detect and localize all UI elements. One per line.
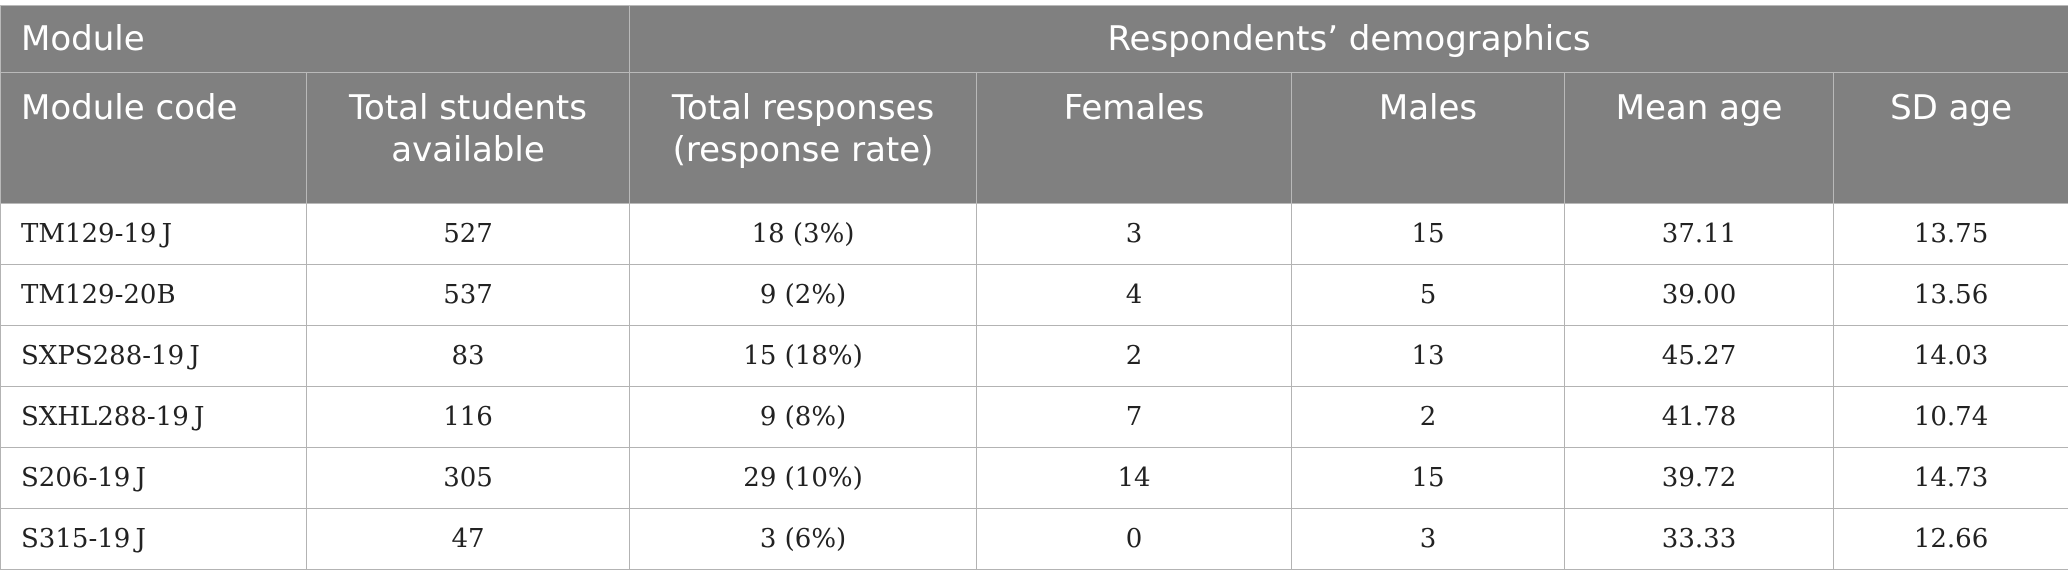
- cell-module-code: S315-19 J: [0, 508, 307, 570]
- cell-females: 14: [976, 447, 1293, 509]
- demographics-table-container: Module Respondents’ demographics Module …: [0, 5, 2068, 570]
- header-module-group: Module: [0, 5, 631, 73]
- cell-total-responses: 9 (2%): [629, 264, 978, 326]
- col-header-males: Males: [1291, 72, 1566, 204]
- col-header-total-students: Total students available: [305, 72, 631, 204]
- demographics-table: Module Respondents’ demographics Module …: [0, 5, 2068, 570]
- cell-total-students: 305: [305, 447, 631, 509]
- table-row: SXHL288-19 J 116 9 (8%) 7 2 41.78 10.74: [0, 386, 2068, 448]
- cell-mean-age: 39.72: [1564, 447, 1835, 509]
- cell-total-students: 83: [305, 325, 631, 387]
- col-header-mean-age: Mean age: [1564, 72, 1835, 204]
- cell-mean-age: 39.00: [1564, 264, 1835, 326]
- cell-module-code: S206-19 J: [0, 447, 307, 509]
- cell-total-responses: 3 (6%): [629, 508, 978, 570]
- table-row: TM129-19 J 527 18 (3%) 3 15 37.11 13.75: [0, 203, 2068, 265]
- cell-module-code: SXPS288-19 J: [0, 325, 307, 387]
- table-row: TM129-20B 537 9 (2%) 4 5 39.00 13.56: [0, 264, 2068, 326]
- cell-mean-age: 45.27: [1564, 325, 1835, 387]
- col-header-total-responses: Total responses (response rate): [629, 72, 978, 204]
- cell-total-students: 47: [305, 508, 631, 570]
- cell-sd-age: 13.75: [1833, 203, 2068, 265]
- cell-males: 3: [1291, 508, 1566, 570]
- cell-females: 4: [976, 264, 1293, 326]
- col-header-module-code: Module code: [0, 72, 307, 204]
- cell-females: 0: [976, 508, 1293, 570]
- cell-module-code: SXHL288-19 J: [0, 386, 307, 448]
- col-header-females: Females: [976, 72, 1293, 204]
- cell-module-code: TM129-20B: [0, 264, 307, 326]
- cell-total-responses: 29 (10%): [629, 447, 978, 509]
- cell-females: 2: [976, 325, 1293, 387]
- cell-total-students: 116: [305, 386, 631, 448]
- table-body: TM129-19 J 527 18 (3%) 3 15 37.11 13.75 …: [0, 203, 2068, 570]
- cell-total-responses: 15 (18%): [629, 325, 978, 387]
- cell-mean-age: 37.11: [1564, 203, 1835, 265]
- header-column-row: Module code Total students available Tot…: [0, 72, 2068, 204]
- cell-sd-age: 12.66: [1833, 508, 2068, 570]
- cell-total-students: 527: [305, 203, 631, 265]
- table-row: S315-19 J 47 3 (6%) 0 3 33.33 12.66: [0, 508, 2068, 570]
- cell-sd-age: 14.73: [1833, 447, 2068, 509]
- cell-females: 3: [976, 203, 1293, 265]
- table-header: Module Respondents’ demographics Module …: [0, 5, 2068, 204]
- cell-total-students: 537: [305, 264, 631, 326]
- cell-module-code: TM129-19 J: [0, 203, 307, 265]
- cell-females: 7: [976, 386, 1293, 448]
- cell-males: 2: [1291, 386, 1566, 448]
- cell-males: 15: [1291, 203, 1566, 265]
- cell-total-responses: 18 (3%): [629, 203, 978, 265]
- cell-sd-age: 10.74: [1833, 386, 2068, 448]
- cell-mean-age: 41.78: [1564, 386, 1835, 448]
- cell-males: 15: [1291, 447, 1566, 509]
- cell-total-responses: 9 (8%): [629, 386, 978, 448]
- cell-males: 5: [1291, 264, 1566, 326]
- cell-mean-age: 33.33: [1564, 508, 1835, 570]
- header-demographics-group: Respondents’ demographics: [629, 5, 2068, 73]
- table-row: SXPS288-19 J 83 15 (18%) 2 13 45.27 14.0…: [0, 325, 2068, 387]
- cell-sd-age: 14.03: [1833, 325, 2068, 387]
- table-row: S206-19 J 305 29 (10%) 14 15 39.72 14.73: [0, 447, 2068, 509]
- cell-sd-age: 13.56: [1833, 264, 2068, 326]
- col-header-sd-age: SD age: [1833, 72, 2068, 204]
- cell-males: 13: [1291, 325, 1566, 387]
- header-group-row: Module Respondents’ demographics: [0, 5, 2068, 73]
